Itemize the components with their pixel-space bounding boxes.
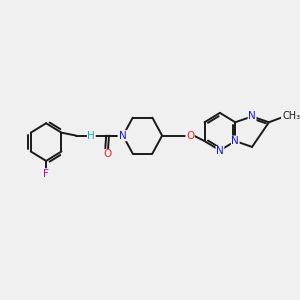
Text: F: F xyxy=(43,169,49,179)
Text: H: H xyxy=(87,130,95,141)
Text: N: N xyxy=(118,130,126,141)
Text: O: O xyxy=(186,130,194,141)
Text: N: N xyxy=(216,146,224,157)
Text: N: N xyxy=(248,111,256,122)
Text: O: O xyxy=(103,149,111,160)
Text: CH₃: CH₃ xyxy=(282,111,300,122)
Text: N: N xyxy=(231,136,239,146)
Text: N: N xyxy=(119,130,127,141)
